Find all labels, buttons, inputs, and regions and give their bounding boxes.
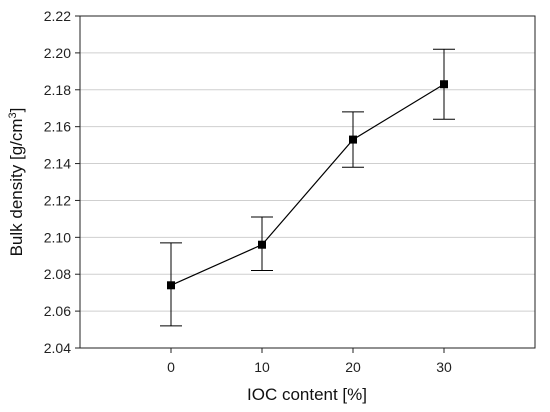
y-tick-label: 2.08 [44,266,71,282]
data-point-marker [349,135,357,144]
x-tick-label: 30 [436,359,452,375]
data-point-marker [258,240,266,249]
y-tick-label: 2.18 [44,82,71,98]
y-axis-label-superscript: 3 [7,112,19,118]
axis-ticks: 2.04 2.06 2.08 2.10 2.12 2.14 2.16 2.18 2.20 2.22… [44,8,452,375]
y-axis-label: Bulk density [g/cm3] [7,108,26,257]
y-axis-label-suffix: ] [7,108,26,113]
y-tick-label: 2.16 [44,119,71,135]
data-point-marker [440,80,448,89]
y-tick-label: 2.20 [44,45,71,61]
grid-lines [80,52,535,312]
plot-frame [79,15,536,349]
data-series [160,48,455,327]
y-axis-label-main: Bulk density [g/cm [7,118,26,256]
x-tick-label: 10 [254,359,270,375]
series-line [170,83,445,286]
y-tick-label: 2.10 [44,229,71,245]
y-tick-label: 2.04 [44,340,71,356]
y-tick-label: 2.14 [44,156,71,172]
x-tick-label: 20 [345,359,361,375]
y-tick-label: 2.12 [44,192,71,208]
x-axis-label: IOC content [%] [247,385,367,404]
x-tick-label: 0 [167,359,175,375]
data-point-marker [167,281,175,290]
y-tick-label: 2.22 [44,8,71,24]
y-tick-label: 2.06 [44,303,71,319]
